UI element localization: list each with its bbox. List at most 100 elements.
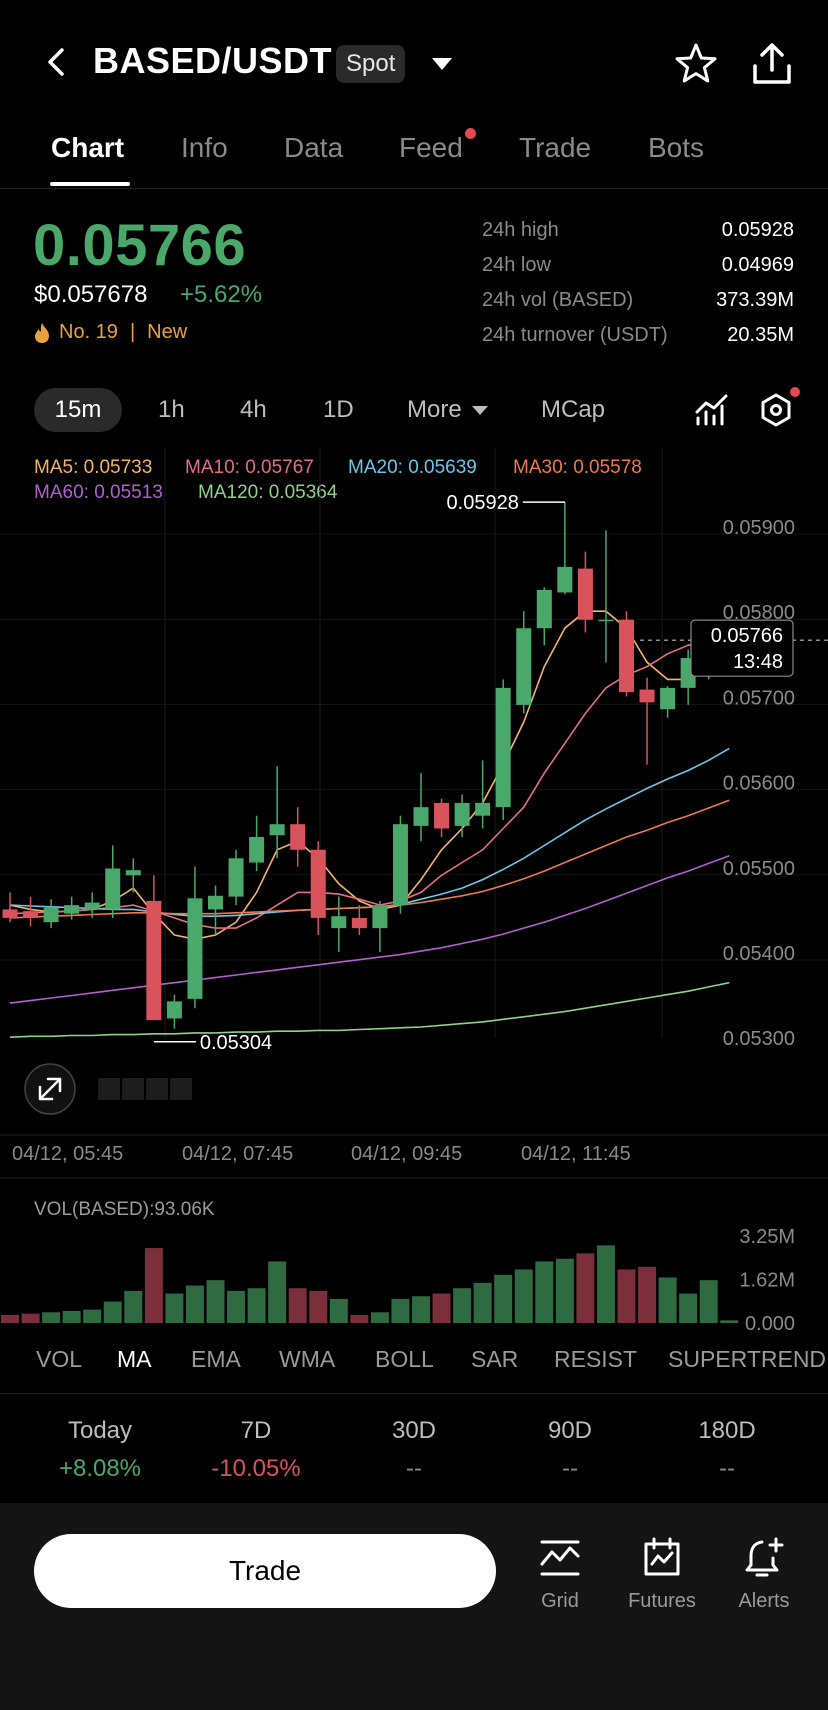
indicator-wma[interactable]: WMA <box>279 1346 336 1372</box>
candle <box>454 794 470 837</box>
perf-value-today: +8.08% <box>58 1455 142 1482</box>
interval-4h[interactable]: 4h <box>240 396 267 423</box>
rank-line: No. 19 | New <box>33 321 187 344</box>
candle <box>23 896 39 927</box>
ma10-label: MA10: 0.05767 <box>185 457 314 478</box>
low-marker: 0.05304 <box>153 1032 272 1054</box>
volume-bar <box>596 1245 615 1323</box>
candle <box>536 587 552 646</box>
candle <box>351 905 367 935</box>
candle <box>495 679 511 820</box>
stat-value-vol: 373.39M <box>716 289 794 311</box>
volume-bar <box>514 1269 533 1323</box>
interval-more[interactable]: More <box>407 388 490 432</box>
expand-chart-button[interactable] <box>24 1063 76 1115</box>
volume-bar <box>165 1293 184 1323</box>
candle <box>577 551 593 633</box>
futures-button[interactable]: Futures <box>612 1536 712 1613</box>
volume-bar <box>103 1301 122 1323</box>
fire-icon <box>35 322 49 343</box>
back-chevron-icon[interactable] <box>38 42 78 82</box>
candle <box>660 686 676 718</box>
tab-feed[interactable]: Feed <box>399 132 463 163</box>
settings-notification-dot <box>790 387 800 397</box>
expand-icon <box>38 1077 62 1101</box>
candle <box>105 845 121 918</box>
candle <box>516 611 532 714</box>
price-change: +5.62% <box>180 281 263 308</box>
interval-15m[interactable]: 15m <box>34 388 122 432</box>
pair-title[interactable]: BASED/USDT <box>93 40 333 81</box>
chevron-down-icon[interactable] <box>428 52 456 76</box>
grid-label: Grid <box>541 1590 579 1612</box>
indicator-chart-icon[interactable] <box>694 392 730 428</box>
ma30-label: MA30: 0.05578 <box>513 457 642 478</box>
candle <box>290 807 306 867</box>
y-tick-label: 0.05500 <box>723 858 795 880</box>
interval-mcap[interactable]: MCap <box>541 396 606 423</box>
share-icon[interactable] <box>748 40 796 88</box>
ma60-label: MA60: 0.05513 <box>34 482 163 503</box>
okx-watermark <box>98 1078 192 1100</box>
candle <box>2 892 18 923</box>
candle <box>228 849 244 906</box>
alerts-button[interactable]: Alerts <box>714 1536 814 1613</box>
volume-bar <box>83 1309 102 1323</box>
volume-bar <box>617 1269 636 1323</box>
indicator-resist[interactable]: RESIST <box>554 1346 638 1372</box>
volume-tick-label: 3.25M <box>739 1226 795 1248</box>
candle <box>84 892 100 918</box>
indicator-supertrend[interactable]: SUPERTREND <box>668 1346 827 1372</box>
candle <box>434 798 450 837</box>
volume-bar <box>391 1298 410 1323</box>
star-icon[interactable] <box>672 40 720 88</box>
active-tab-indicator <box>50 182 130 186</box>
ma-line-ma60 <box>9 854 730 1004</box>
tab-trade[interactable]: Trade <box>519 132 592 163</box>
grid-button[interactable]: Grid <box>510 1536 610 1613</box>
stat-value-turnover: 20.35M <box>727 324 794 346</box>
stat-value-low: 0.04969 <box>721 254 794 276</box>
volume-bar <box>62 1310 81 1323</box>
tab-info[interactable]: Info <box>181 132 228 163</box>
candle <box>557 502 573 595</box>
y-tick-label: 0.05800 <box>723 602 795 624</box>
settings-hexagon-icon[interactable] <box>758 392 794 428</box>
interval-1d[interactable]: 1D <box>323 396 354 423</box>
volume-bar <box>144 1248 163 1323</box>
last-price: 0.05766 <box>33 213 247 278</box>
perf-label-90d: 90D <box>547 1417 593 1444</box>
volume-label: VOL(BASED):93.06K <box>34 1199 215 1220</box>
stat-label-low: 24h low <box>482 254 551 276</box>
candle <box>310 841 326 935</box>
volume-bar <box>268 1261 287 1323</box>
volume-bar <box>1 1314 19 1323</box>
perf-value-30d: -- <box>406 1455 422 1482</box>
indicator-ma[interactable]: MA <box>117 1346 152 1372</box>
feed-notification-dot <box>465 128 476 139</box>
volume-bar <box>206 1280 225 1323</box>
volume-bar <box>185 1285 204 1323</box>
candle <box>249 815 265 872</box>
candlesticks <box>2 502 737 1029</box>
volume-bar <box>432 1293 451 1323</box>
trade-button[interactable]: Trade <box>34 1534 496 1608</box>
moving-average-lines <box>9 610 730 1038</box>
tab-bots[interactable]: Bots <box>648 132 705 163</box>
tab-chart[interactable]: Chart <box>51 132 125 163</box>
new-tag: New <box>147 321 188 343</box>
indicator-sar[interactable]: SAR <box>471 1346 519 1372</box>
indicator-ema[interactable]: EMA <box>191 1346 241 1372</box>
ma20-label: MA20: 0.05639 <box>348 457 477 478</box>
indicator-vol[interactable]: VOL <box>36 1346 83 1372</box>
futures-label: Futures <box>628 1590 696 1612</box>
interval-1h[interactable]: 1h <box>158 396 185 423</box>
x-tick-label: 04/12, 05:45 <box>12 1143 123 1165</box>
y-tick-label: 0.05700 <box>723 687 795 709</box>
y-tick-label: 0.05900 <box>723 517 795 539</box>
indicator-boll[interactable]: BOLL <box>375 1346 434 1372</box>
candle <box>208 885 223 935</box>
volume-bar <box>370 1312 389 1323</box>
tab-data[interactable]: Data <box>284 132 344 163</box>
